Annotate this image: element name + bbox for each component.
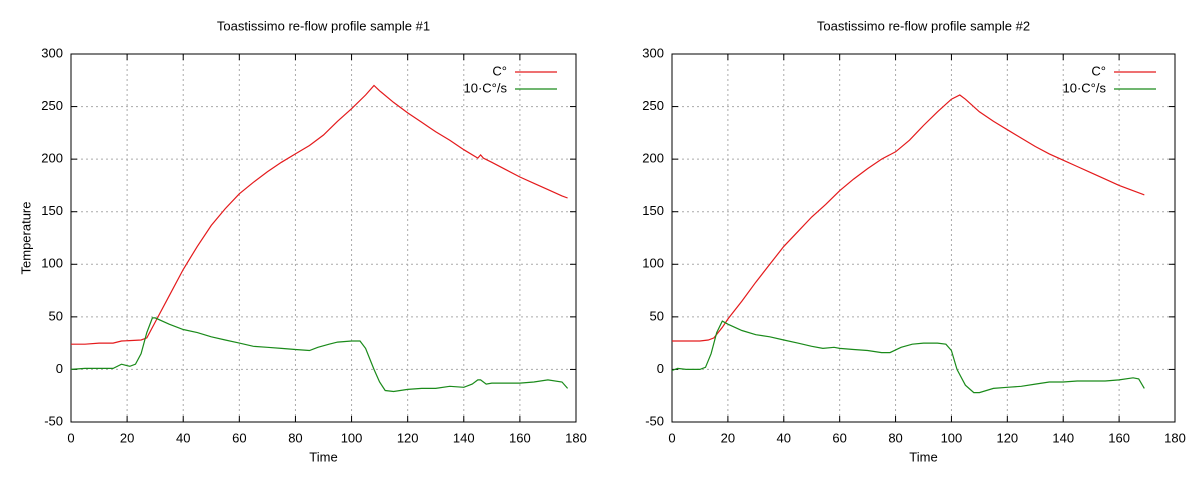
y-tick-label: -50 <box>645 413 664 428</box>
x-tick-label: 60 <box>232 430 246 445</box>
x-tick-label: 60 <box>832 430 846 445</box>
legend-label: 10·C°/s <box>464 80 508 95</box>
x-tick-label: 120 <box>397 430 419 445</box>
y-tick-label: 50 <box>650 308 664 323</box>
x-tick-label: 180 <box>1164 430 1186 445</box>
series-line <box>671 320 1145 394</box>
series-line <box>672 94 1145 342</box>
x-tick-label: 20 <box>721 430 735 445</box>
x-tick-label: 140 <box>1052 430 1074 445</box>
y-tick-label: 200 <box>642 151 664 166</box>
plot-frame <box>70 53 577 423</box>
chart-title: Toastissimo re-flow profile sample #1 <box>217 18 430 33</box>
x-tick-label: 100 <box>341 430 363 445</box>
x-axis-label: Time <box>309 449 337 464</box>
series-line <box>70 317 569 393</box>
x-tick-label: 180 <box>565 430 587 445</box>
y-tick-label: 150 <box>642 203 664 218</box>
x-tick-label: 80 <box>888 430 902 445</box>
y-tick-label: 250 <box>41 98 63 113</box>
legend-label: C° <box>1091 63 1106 78</box>
x-tick-label: 160 <box>1108 430 1130 445</box>
x-tick-label: 20 <box>120 430 134 445</box>
x-axis-label: Time <box>909 449 937 464</box>
plot-frame <box>671 53 1176 423</box>
legend-label: 10·C°/s <box>1063 80 1107 95</box>
y-tick-label: 250 <box>642 98 664 113</box>
x-tick-label: 0 <box>67 430 74 445</box>
legend-label: C° <box>492 63 507 78</box>
y-axis-label: Temperature <box>18 202 33 275</box>
y-tick-label: 0 <box>657 361 664 376</box>
y-tick-label: 150 <box>41 203 63 218</box>
series-line <box>71 84 568 345</box>
x-tick-label: 160 <box>509 430 531 445</box>
x-tick-label: 40 <box>777 430 791 445</box>
y-tick-label: 100 <box>41 256 63 271</box>
x-tick-label: 40 <box>176 430 190 445</box>
y-tick-label: 50 <box>49 308 63 323</box>
y-tick-label: -50 <box>44 413 63 428</box>
x-tick-label: 120 <box>996 430 1018 445</box>
y-tick-label: 300 <box>642 45 664 60</box>
chart-title: Toastissimo re-flow profile sample #2 <box>817 18 1030 33</box>
x-tick-label: 100 <box>941 430 963 445</box>
x-tick-label: 80 <box>288 430 302 445</box>
x-tick-label: 140 <box>453 430 475 445</box>
x-tick-label: 0 <box>668 430 675 445</box>
y-tick-label: 100 <box>642 256 664 271</box>
y-tick-label: 300 <box>41 45 63 60</box>
y-tick-label: 0 <box>56 361 63 376</box>
y-tick-label: 200 <box>41 151 63 166</box>
